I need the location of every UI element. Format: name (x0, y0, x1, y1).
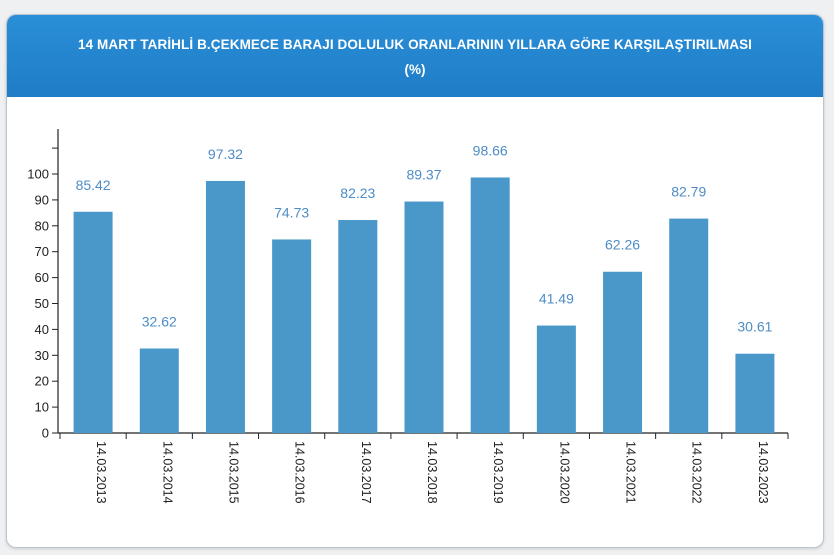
data-label: 98.66 (473, 142, 508, 158)
y-tick-label: 60 (35, 270, 49, 285)
data-label: 82.23 (340, 185, 375, 201)
y-tick-label: 80 (35, 218, 49, 233)
x-tick-label: 14.03.2022 (690, 441, 704, 504)
data-label: 89.37 (406, 167, 441, 183)
x-tick-label: 14.03.2013 (94, 441, 108, 504)
data-label: 30.61 (737, 319, 772, 335)
data-label: 62.26 (605, 237, 640, 253)
x-tick-label: 14.03.2018 (425, 441, 439, 504)
x-tick-label: 14.03.2017 (359, 441, 373, 504)
data-label: 82.79 (671, 184, 706, 200)
x-tick-label: 14.03.2020 (557, 441, 571, 504)
bar[interactable] (205, 180, 245, 433)
x-tick-label: 14.03.2019 (491, 441, 505, 504)
data-label: 74.73 (274, 204, 309, 220)
x-tick-label: 14.03.2021 (624, 441, 638, 504)
bar[interactable] (470, 177, 510, 433)
data-label: 97.32 (208, 146, 243, 162)
y-tick-label: 70 (35, 244, 49, 259)
y-tick-label: 30 (35, 348, 49, 363)
chart-title: 14 MART TARİHLİ B.ÇEKMECE BARAJI DOLULUK… (77, 37, 753, 52)
bar[interactable] (73, 211, 113, 433)
data-label: 41.49 (539, 291, 574, 307)
y-tick-label: 100 (27, 167, 49, 182)
bars (73, 177, 775, 433)
x-tick-label: 14.03.2015 (226, 441, 240, 504)
chart-subtitle: (%) (404, 62, 426, 77)
x-axis: 14.03.2013 14.03.2014 14.03.2015 14.03.2016… (58, 432, 789, 504)
x-tick-label: 14.03.2023 (756, 441, 770, 504)
data-label: 85.42 (76, 177, 111, 193)
x-tick-label: 14.03.2014 (160, 441, 174, 504)
bar[interactable] (404, 201, 444, 433)
data-label: 32.62 (142, 314, 177, 330)
bar[interactable] (272, 239, 312, 433)
bar[interactable] (669, 218, 709, 433)
y-tick-label: 50 (35, 296, 49, 311)
y-tick-label: 40 (35, 322, 49, 337)
bar[interactable] (536, 325, 576, 433)
bar[interactable] (338, 220, 378, 433)
bar[interactable] (735, 353, 775, 433)
bar[interactable] (603, 271, 643, 433)
y-tick-label: 90 (35, 192, 49, 207)
y-tick-label: 20 (35, 374, 49, 389)
y-tick-label: 0 (42, 426, 49, 441)
y-tick-label: 10 (35, 400, 49, 415)
chart-header: 14 MART TARİHLİ B.ÇEKMECE BARAJI DOLULUK… (7, 15, 823, 97)
chart-card: 14 MART TARİHLİ B.ÇEKMECE BARAJI DOLULUK… (6, 14, 824, 548)
data-labels: 85.42 32.62 97.32 74.73 82.23 89.37 98.66 41.49… (76, 142, 773, 334)
y-axis: 0 10 20 30 40 50 60 70 80 90 100 (27, 129, 59, 441)
x-tick-label: 14.03.2016 (293, 441, 307, 504)
bar[interactable] (139, 348, 179, 433)
